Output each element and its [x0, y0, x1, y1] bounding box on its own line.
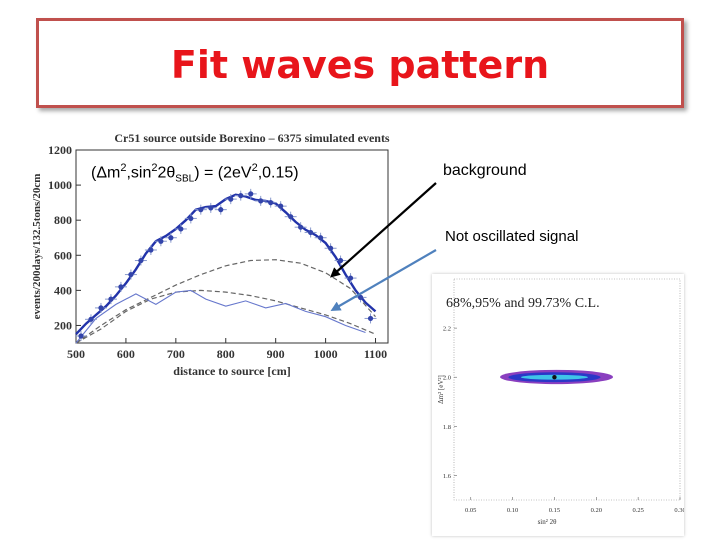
contour-x-tick-label: 0.20 — [591, 507, 602, 514]
formula-mid2: 2θ — [157, 164, 176, 182]
contour-y-tick-label: 1.6 — [443, 473, 452, 480]
contour-x-axis-label: sin² 2θ — [538, 518, 558, 526]
formula-sup2: 2 — [151, 162, 158, 174]
data-point — [347, 275, 354, 281]
title-box: Fit waves pattern — [36, 18, 684, 108]
data-point — [88, 316, 94, 322]
contour-y-tick-label: 2.0 — [443, 375, 451, 382]
series-background-line — [75, 289, 376, 344]
data-point — [327, 245, 334, 251]
data-point — [158, 238, 164, 244]
y-tick-label: 400 — [54, 283, 72, 297]
contour-y-tick-label: 2.2 — [443, 326, 451, 333]
data-point — [308, 229, 314, 236]
contour-title: 68%,95% and 99.73% C.L. — [446, 296, 600, 311]
best-fit-point — [552, 375, 557, 380]
x-tick-label: 600 — [117, 347, 135, 361]
y-tick-label: 1200 — [48, 143, 72, 157]
x-tick-label: 800 — [217, 347, 235, 361]
formula-sup3: 2 — [251, 162, 258, 174]
data-point — [198, 207, 204, 213]
data-point — [268, 200, 274, 206]
contour-y-tick-label: 1.8 — [443, 424, 451, 431]
x-tick-label: 1000 — [314, 347, 338, 361]
contour-y-axis-label: Δm² [eV²] — [437, 375, 445, 404]
data-point — [128, 271, 134, 278]
data-point — [208, 205, 214, 211]
series-fit-line — [75, 193, 377, 336]
series-oscillated-line — [75, 289, 366, 344]
contour-panel: 68%,95% and 99.73% C.L. 0.05 0.10 0.15 0.20 0… — [432, 274, 686, 536]
data-point — [148, 247, 154, 253]
parameter-formula: (Δm2,sin22θSBL) = (2eV2,0.15) — [91, 162, 299, 185]
y-tick-label: 600 — [54, 248, 72, 262]
y-tick-label: 200 — [54, 318, 72, 332]
data-point — [258, 198, 264, 204]
data-point — [298, 224, 304, 230]
signal-annotation: Not oscillated signal — [445, 228, 579, 245]
y-tick-label: 800 — [54, 213, 72, 227]
data-point — [288, 214, 294, 220]
data-point — [367, 315, 374, 322]
contour-x-tick-label: 0.30 — [674, 507, 684, 514]
data-point — [318, 235, 324, 241]
data-point — [238, 193, 244, 199]
formula-end: ,0.15) — [257, 164, 299, 182]
x-axis-label: distance to source [cm] — [173, 364, 290, 378]
y-tick-label: 1000 — [48, 178, 72, 192]
data-point — [278, 203, 284, 209]
contour-frame — [453, 278, 681, 501]
data-point — [228, 196, 234, 202]
formula-sub: SBL — [175, 173, 195, 185]
data-point — [218, 207, 224, 213]
contour-x-tick-label: 0.25 — [632, 507, 643, 514]
data-point — [248, 191, 254, 197]
x-tick-label: 1100 — [364, 347, 387, 361]
data-point — [138, 257, 144, 264]
series-no-oscillation-line — [75, 259, 376, 344]
x-tick-label: 700 — [167, 347, 185, 361]
data-point — [118, 284, 124, 290]
contour-x-tick-label: 0.10 — [507, 507, 518, 514]
x-tick-label: 900 — [267, 347, 285, 361]
data-point — [78, 333, 84, 339]
data-point — [188, 215, 194, 222]
contour-x-tick-label: 0.15 — [549, 507, 560, 514]
formula-post: ) = (2eV — [194, 164, 252, 182]
contour-x-tick-label: 0.05 — [465, 507, 476, 514]
data-point — [337, 257, 344, 264]
y-axis-label: events/200days/132.5tons/20cm — [31, 174, 43, 320]
data-point — [168, 235, 174, 241]
data-point — [178, 226, 184, 232]
formula-mid: ,sin — [126, 164, 152, 182]
data-point — [108, 296, 114, 302]
formula-sup1: 2 — [120, 162, 127, 174]
chart-title: Cr51 source outside Borexino – 6375 simu… — [114, 131, 390, 145]
background-annotation: background — [443, 162, 527, 179]
formula-pre: (Δm — [91, 164, 121, 182]
data-point — [98, 305, 104, 311]
x-tick-label: 500 — [67, 347, 85, 361]
slide-title: Fit waves pattern — [170, 43, 550, 87]
contour-chart: 68%,95% and 99.73% C.L. 0.05 0.10 0.15 0.20 0… — [437, 278, 686, 526]
data-point — [357, 294, 364, 300]
